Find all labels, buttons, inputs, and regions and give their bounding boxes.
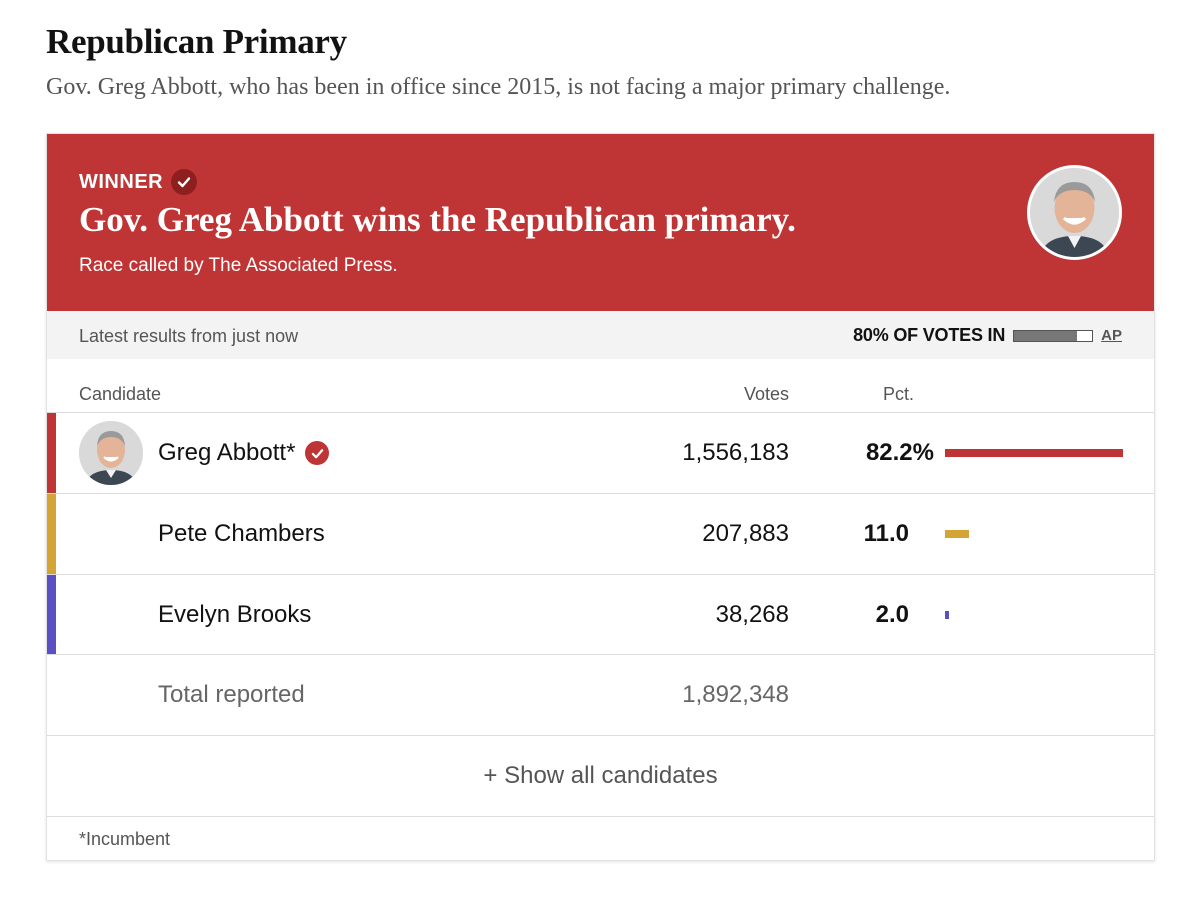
page-title: Republican Primary	[46, 22, 347, 61]
candidate-color-stripe	[47, 575, 56, 655]
winner-label-group: WINNER	[79, 169, 198, 195]
candidate-name-group: Pete Chambers	[158, 520, 325, 548]
candidate-votes: 38,268	[715, 601, 789, 628]
candidate-pct-bar	[945, 530, 969, 538]
latest-results-text: Latest results from just now	[79, 326, 299, 346]
candidate-votes: 1,556,183	[682, 439, 789, 466]
winner-label: WINNER	[79, 170, 164, 193]
winner-headline: Gov. Greg Abbott wins the Republican pri…	[79, 200, 796, 239]
candidate-pct: 11.0	[863, 520, 909, 547]
winner-check-icon	[305, 441, 330, 465]
votes-in-progress-fill	[1014, 330, 1077, 341]
column-header-votes: Votes	[743, 384, 789, 404]
status-bar: Latest results from just now 80% OF VOTE…	[47, 311, 1154, 359]
candidate-row-abbott: Greg Abbott* 1,556,183 82.2%	[47, 412, 1154, 493]
candidate-name: Pete Chambers	[158, 520, 325, 547]
candidate-color-stripe	[47, 494, 56, 574]
votes-in-label: 80% OF VOTES IN	[853, 325, 1006, 345]
candidate-row-brooks: Evelyn Brooks 38,268 2.0	[47, 574, 1154, 655]
total-row: Total reported 1,892,348	[47, 654, 1154, 735]
footnote: *Incumbent	[47, 816, 1154, 860]
votes-in-group: 80% OF VOTES IN AP	[853, 325, 1122, 346]
votes-in-progress-bar	[1013, 329, 1094, 342]
show-all-candidates-button[interactable]: + Show all candidates	[47, 735, 1154, 816]
candidate-color-stripe	[47, 413, 56, 493]
column-header-candidate: Candidate	[79, 384, 162, 404]
candidate-name-group: Evelyn Brooks	[158, 601, 311, 629]
incumbent-footnote: *Incumbent	[79, 829, 171, 849]
winner-banner: WINNER Gov. Greg Abbott wins the Republi…	[47, 134, 1154, 311]
avatar	[79, 421, 143, 485]
candidate-name: Greg Abbott*	[158, 439, 296, 466]
candidate-name-group: Greg Abbott*	[158, 439, 330, 467]
checkmark-icon	[171, 169, 198, 195]
page-subtitle: Gov. Greg Abbott, who has been in office…	[46, 74, 951, 100]
total-reported-label: Total reported	[158, 681, 305, 708]
race-called-by: Race called by The Associated Press.	[79, 255, 398, 276]
candidate-row-chambers: Pete Chambers 207,883 11.0	[47, 493, 1154, 574]
candidate-votes: 207,883	[702, 520, 789, 547]
candidate-pct-bar	[945, 611, 950, 619]
candidate-pct-bar	[945, 449, 1124, 457]
candidate-pct: 2.0	[875, 601, 909, 628]
winner-portrait	[1027, 165, 1122, 260]
results-card: WINNER Gov. Greg Abbott wins the Republi…	[46, 133, 1155, 861]
column-header-pct: Pct.	[882, 384, 914, 404]
candidate-name: Evelyn Brooks	[158, 601, 312, 628]
total-reported-votes: 1,892,348	[682, 681, 789, 708]
candidate-pct: 82.2%	[865, 439, 934, 466]
ap-source-link[interactable]: AP	[1101, 327, 1122, 344]
